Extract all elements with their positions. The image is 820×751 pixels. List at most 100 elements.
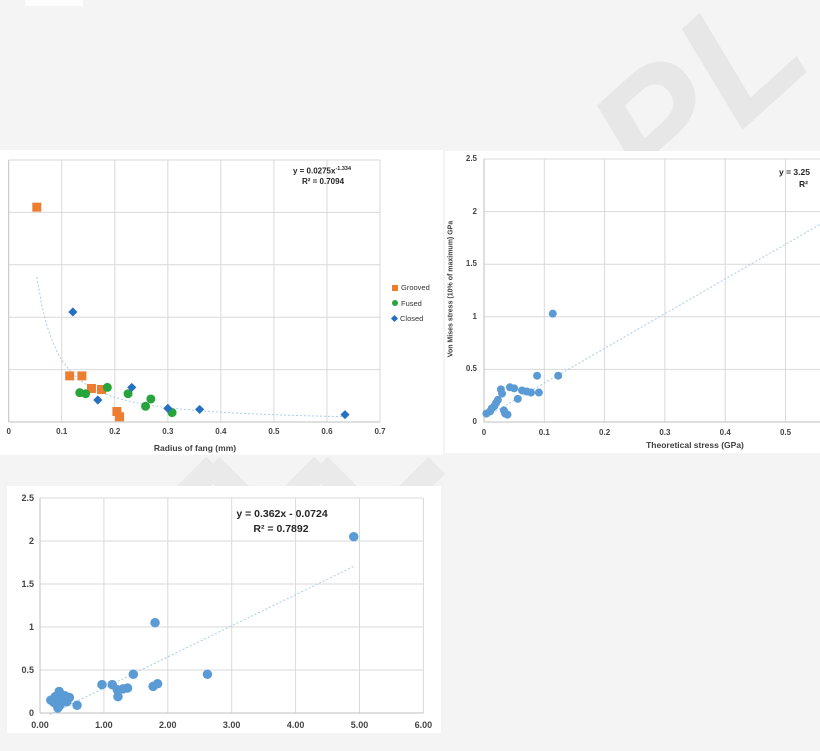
data-point-closed [195, 404, 205, 415]
chart1-x-axis-title: Radius of fang (mm) [153, 443, 237, 453]
trendline [49, 565, 356, 716]
x-tick-label: 0.2 [109, 427, 121, 436]
x-tick-label: 3.00 [222, 720, 241, 730]
data-point-closed [93, 395, 103, 405]
data-point-von-mises [503, 410, 512, 419]
chart1-legend: Grooved Fused Closed [390, 283, 430, 330]
x-tick-label: 0.5 [779, 428, 792, 437]
data-point-von-mises [152, 679, 163, 689]
x-tick-label: 0.1 [56, 427, 68, 436]
watermark-stroke [310, 456, 378, 486]
data-point-closed [68, 307, 78, 317]
x-tick-label: 1.00 [95, 720, 113, 730]
chart3-equation: y = 0.362x - 0.0724 [236, 508, 328, 520]
chart-bottom-scatter: 0.00 1.00 2.00 3.00 4.00 5.00 6.00 0 0.5 1 1.5 2 2.5 [7, 486, 441, 733]
y-tick-label: 0 [28, 707, 34, 718]
data-point-von-mises [348, 531, 359, 542]
legend-item-fused: Fused [392, 299, 430, 308]
chart2-x-axis-title: Theoretical stress (GPa) [646, 440, 744, 450]
watermark-stroke [202, 456, 270, 486]
chart-plot-area [482, 158, 820, 423]
x-tick-label: 6.00 [414, 720, 433, 730]
data-point-grooved [97, 385, 107, 395]
y-tick-label: 1 [28, 621, 34, 632]
data-point-grooved [86, 383, 96, 393]
data-point-von-mises [122, 683, 133, 693]
data-point-grooved [77, 371, 87, 381]
data-point-von-mises [548, 309, 557, 318]
x-tick-label: 0.6 [321, 427, 333, 436]
data-point-von-mises [527, 388, 536, 397]
data-point-grooved [32, 202, 42, 212]
x-tick-label: 0.4 [215, 427, 227, 436]
y-tick-label: 1.5 [21, 578, 34, 589]
data-point-von-mises [513, 394, 522, 403]
y-tick-label: 2.5 [21, 492, 34, 503]
data-point-von-mises [72, 700, 82, 711]
chart2-r-squared: R² [799, 179, 808, 189]
chart-fang-radius: 0 0.1 0.2 0.3 0.4 0.5 0.6 0.7 [0, 150, 443, 455]
chart-plot-area [39, 497, 424, 716]
x-tick-label: 0.1 [538, 428, 550, 437]
x-tick-label: 0.7 [374, 427, 386, 436]
y-tick-label: 2.5 [465, 154, 477, 163]
grooved-square-icon [392, 284, 398, 291]
closed-diamond-icon [390, 314, 399, 323]
x-tick-label: 0.2 [599, 428, 611, 437]
data-point-von-mises [97, 679, 107, 690]
page-edge-sliver [25, 0, 83, 6]
legend-label: Fused [401, 298, 422, 308]
data-point-von-mises [493, 395, 502, 404]
data-point-closed [340, 410, 350, 420]
data-point-von-mises [128, 669, 139, 680]
data-point-von-mises [510, 384, 519, 393]
fused-circle-icon [392, 300, 398, 306]
data-point-fused [146, 394, 156, 404]
x-tick-label: 0 [481, 428, 487, 437]
x-tick-label: 0.4 [719, 428, 731, 437]
data-point-von-mises [113, 691, 123, 702]
legend-label: Grooved [401, 283, 430, 292]
chart-plot-area [8, 159, 381, 423]
x-tick-label: 0 [6, 427, 11, 436]
chart2-y-axis-title: Von Mises stress (10% of maximum) GPa [447, 220, 455, 358]
watermark-stroke [264, 456, 332, 486]
y-tick-label: 0.5 [465, 364, 477, 374]
chart3-r-squared: R² = 0.7892 [253, 523, 309, 535]
data-point-grooved [112, 407, 122, 417]
legend-item-grooved: Grooved [392, 283, 430, 292]
data-point-von-mises [202, 669, 213, 680]
y-tick-label: 1 [472, 311, 477, 321]
data-point-von-mises [533, 371, 542, 380]
y-tick-label: 0.5 [21, 664, 34, 675]
data-point-fused [81, 389, 91, 399]
watermark-stroke [156, 456, 224, 486]
legend-item-closed: Closed [390, 314, 430, 323]
chart-von-mises-vs-theoretical: 0 0.1 0.2 0.3 0.4 0.5 0 0.5 1 1.5 2 2.5 [445, 151, 820, 453]
data-point-fused [141, 401, 151, 411]
legend-label: Closed [400, 314, 424, 323]
x-tick-label: 5.00 [350, 720, 369, 730]
data-point-fused [123, 389, 133, 399]
y-tick-label: 0 [472, 417, 477, 426]
watermark-stroke [378, 456, 445, 486]
x-tick-label: 2.00 [159, 720, 177, 730]
data-point-von-mises [150, 617, 160, 628]
y-tick-label: 2 [472, 206, 477, 216]
y-tick-label: 1.5 [465, 259, 477, 269]
data-point-grooved [65, 371, 75, 381]
x-tick-label: 0.3 [659, 428, 671, 437]
data-point-von-mises [534, 388, 543, 397]
x-tick-label: 0.3 [162, 427, 174, 436]
x-tick-label: 4.00 [286, 720, 305, 730]
trendline [491, 223, 820, 414]
data-point-grooved [115, 412, 125, 422]
watermark-band [0, 453, 445, 486]
chart1-equation: y = 0.0275x-1.334 [292, 166, 352, 176]
x-tick-label: 0.00 [31, 720, 49, 730]
data-point-closed [163, 403, 173, 413]
chart2-equation: y = 3.25 [779, 167, 810, 177]
y-tick-label: 2 [28, 535, 34, 546]
chart1-r-squared: R² = 0.7094 [301, 177, 345, 186]
